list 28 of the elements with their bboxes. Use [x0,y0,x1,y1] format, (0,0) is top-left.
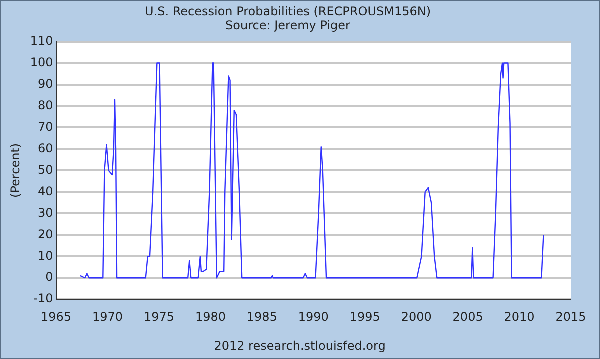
y-tick-label: 40 [38,184,54,198]
y-tick-label: 100 [30,55,54,70]
y-tick-label: 10 [38,248,54,263]
y-tick-label: 50 [38,162,54,177]
y-tick-label: 110 [30,34,54,48]
x-tick-label: 1965 [41,310,72,324]
y-tick-label: -10 [34,292,54,306]
y-tick-label: 30 [38,206,54,220]
x-tick-label: 2005 [452,310,484,324]
x-tick-label: 1985 [246,310,278,324]
y-tick-label: 20 [38,227,54,242]
y-tick-label: 60 [38,141,54,156]
y-tick-label: 80 [38,98,54,112]
x-tick-label: 2010 [504,310,535,324]
chart-title: U.S. Recession Probabilities (RECPROUSM156N) [144,4,432,18]
y-tick-label: 0 [46,270,54,284]
y-axis-title: (Percent) [8,143,22,198]
x-tick-label: 1970 [92,310,124,324]
x-tick-label: 1975 [144,310,175,324]
x-tick-label: 1990 [298,310,329,324]
x-tick-label: 2000 [401,310,432,324]
y-tick-label: 90 [38,76,54,91]
y-tick-label: 70 [38,120,54,134]
chart-subtitle: Source: Jeremy Piger [226,18,351,33]
x-tick-label: 1980 [195,310,226,324]
x-tick-label: 1995 [350,310,380,324]
x-tick-label: 2015 [556,310,586,324]
text: 2012 research.stlouisfed.org [214,339,386,353]
